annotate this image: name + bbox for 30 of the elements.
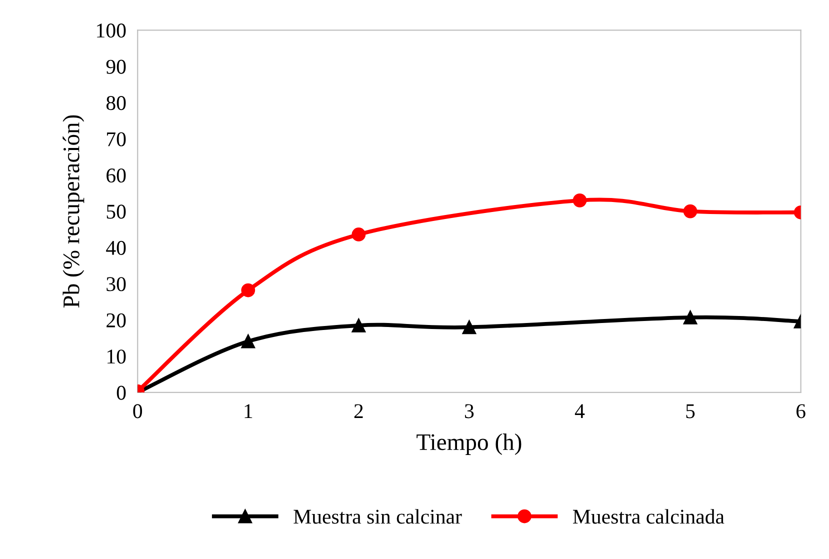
x-tick-label: 2 <box>354 404 363 418</box>
point <box>683 310 698 324</box>
y-tick-label: 0 <box>116 386 126 400</box>
point <box>683 204 698 218</box>
point <box>462 320 476 334</box>
point <box>572 193 587 208</box>
y-tick-label: 10 <box>108 350 126 364</box>
x-tick-label: 5 <box>686 404 695 418</box>
y-tick-label: 30 <box>106 277 126 292</box>
y-tick-label: 80 <box>106 96 126 110</box>
legend-label: Muestra calcinada <box>573 509 724 524</box>
y-axis-title: Pb (% recuperación) <box>62 115 84 308</box>
y-tick-label: 50 <box>106 204 126 219</box>
y-tick-label: 60 <box>106 168 126 183</box>
point <box>241 283 256 298</box>
point <box>352 228 366 242</box>
y-tick-label: 20 <box>106 313 126 328</box>
point <box>352 318 366 332</box>
y-tick-label: 90 <box>106 60 126 74</box>
x-tick-label: 3 <box>465 404 474 418</box>
x-tick-label: 0 <box>133 404 142 418</box>
legend-label: Muestra sin calcinar <box>294 509 462 524</box>
y-tick-label: 70 <box>107 132 126 146</box>
point <box>241 334 256 348</box>
x-tick-label: 6 <box>796 404 806 418</box>
y-tick-label: 100 <box>97 24 126 38</box>
y-tick-label: 40 <box>106 240 126 255</box>
x-tick-label: 4 <box>574 404 585 418</box>
x-tick-label: 1 <box>244 404 252 418</box>
x-axis-title: Tiempo (h) <box>416 434 522 455</box>
